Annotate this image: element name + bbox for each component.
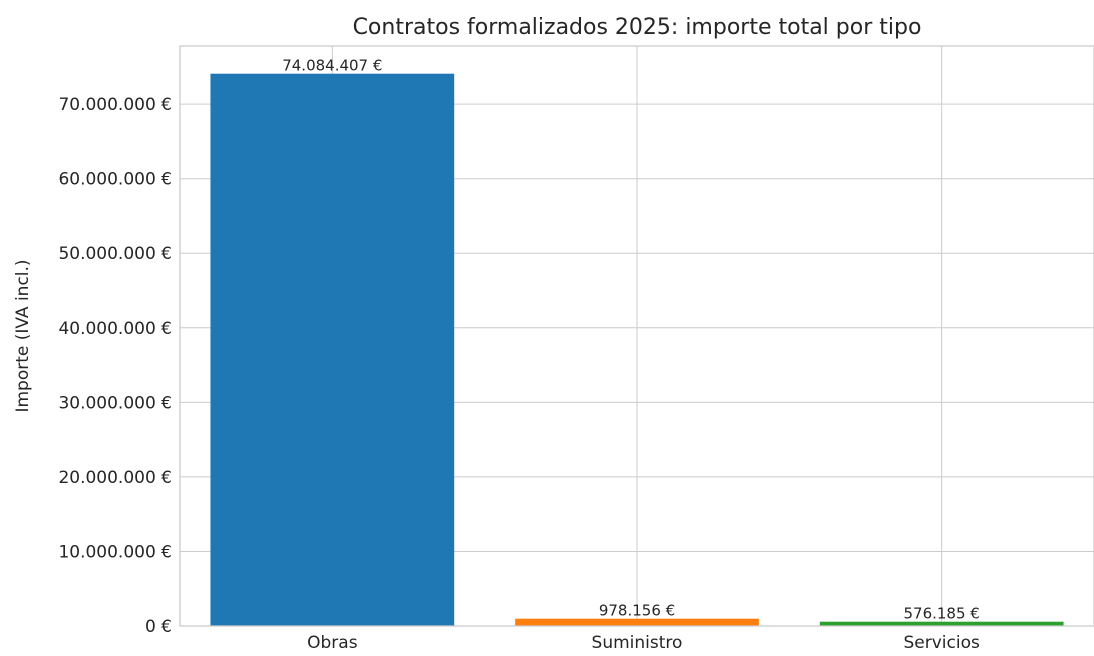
y-tick-label: 60.000.000 € — [58, 170, 172, 190]
bar-obras — [210, 73, 455, 627]
y-tick-label: 20.000.000 € — [58, 468, 172, 488]
x-tick-label: Suministro — [592, 633, 683, 652]
chart-title: Contratos formalizados 2025: importe tot… — [353, 15, 922, 40]
y-axis-ticks: 0 € 10.000.000 € 20.000.000 € 30.000.000 € 4… — [58, 95, 172, 637]
x-tick-label: Servicios — [903, 633, 979, 652]
bar-suministro — [515, 618, 759, 626]
x-tick-label: Obras — [307, 633, 358, 652]
y-tick-label: 10.000.000 € — [58, 542, 172, 562]
x-axis-ticks: Obras Suministro Servicios — [307, 633, 980, 653]
y-tick-label: 0 € — [145, 617, 172, 637]
plot-frame — [179, 45, 1094, 627]
y-tick-label: 50.000.000 € — [58, 244, 172, 264]
data-label: 74.084.407 € — [282, 57, 382, 75]
y-axis-label: Importe (IVA incl.) — [13, 259, 33, 412]
y-tick-label: 70.000.000 € — [58, 95, 172, 115]
data-label: 978.156 € — [599, 602, 675, 620]
bars — [210, 73, 1064, 627]
y-tick-label: 40.000.000 € — [58, 319, 172, 339]
bar-servicios — [819, 621, 1064, 626]
data-label: 576.185 € — [903, 605, 979, 623]
data-labels: 74.084.407 € 978.156 € 576.185 € — [282, 57, 980, 623]
y-tick-label: 30.000.000 € — [58, 393, 172, 413]
